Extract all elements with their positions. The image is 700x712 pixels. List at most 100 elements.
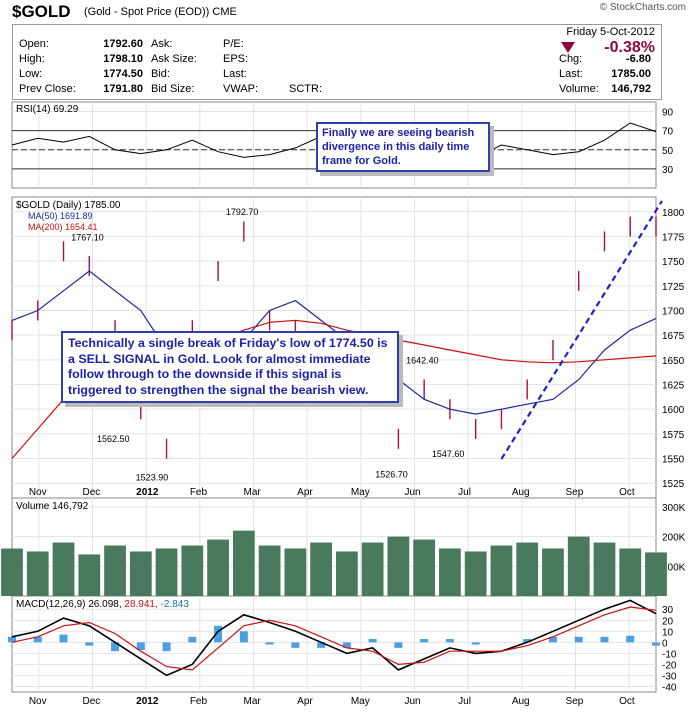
macd-histogram-bar: [471, 642, 480, 645]
price-label: 1792.70: [226, 207, 259, 217]
quote-label: Open:: [19, 38, 49, 50]
x-tick-label: 2012: [136, 487, 159, 498]
quote-label: Bid:: [151, 68, 170, 80]
volume-bar: [335, 551, 358, 596]
x-tick-label: Aug: [512, 487, 530, 498]
x-tick-label: Jun: [405, 696, 421, 707]
volume-bar: [207, 539, 229, 596]
x-tick-label: Apr: [297, 696, 313, 707]
volume-bar: [439, 548, 461, 596]
x-tick-label: May: [351, 487, 370, 498]
quote-label: Last:: [559, 68, 583, 80]
x-tick-label: Nov: [29, 487, 47, 498]
x-tick-label: Sep: [566, 487, 584, 498]
y-tick-label: 70: [662, 127, 674, 138]
volume-bar: [567, 536, 590, 596]
x-tick-label: Feb: [190, 696, 208, 707]
price-label: 1562.50: [97, 434, 130, 444]
symbol-description: (Gold - Spot Price (EOD)) CME: [84, 6, 237, 18]
volume-bar: [258, 545, 281, 596]
x-tick-label: Oct: [619, 487, 635, 498]
x-tick-label: Sep: [566, 696, 584, 707]
watermark: © StockCharts.com: [599, 2, 686, 13]
quote-label: High:: [19, 53, 45, 65]
volume-bar: [387, 536, 410, 596]
macd-histogram-bar: [291, 642, 300, 648]
price-label: 1642.40: [406, 355, 439, 365]
quote-value: 1798.10: [103, 53, 143, 65]
macd-histogram-bar: [239, 631, 248, 643]
x-tick-label: Oct: [619, 696, 635, 707]
rsi-legend: RSI(14) 69.29: [16, 104, 79, 115]
y-tick-label: 1800: [662, 208, 685, 219]
macd-histogram-bar: [59, 634, 68, 643]
volume-bar: [490, 545, 513, 596]
volume-bar: [361, 542, 384, 596]
volume-bar: [78, 554, 101, 596]
macd-histogram-bar: [342, 642, 351, 648]
y-tick-label: 1725: [662, 282, 685, 293]
quote-label: Prev Close:: [19, 83, 76, 95]
symbol-title: $GOLD: [12, 2, 71, 21]
macd-histogram-bar: [265, 642, 274, 645]
macd-histogram-bar: [420, 639, 429, 643]
macd-histogram-bar: [600, 636, 609, 643]
y-tick-label: 50: [662, 146, 674, 157]
macd-histogram-bar: [548, 636, 557, 643]
volume-bar: [645, 552, 667, 596]
quote-table: Open: 1792.60 High: 1798.10 Low: 1774.50…: [12, 24, 662, 100]
y-tick-label: 20: [662, 616, 674, 627]
quote-label: Bid Size:: [151, 83, 195, 95]
exchange-text: CME: [212, 6, 237, 18]
macd-histogram-bar: [574, 636, 583, 643]
price-label: 1767.10: [71, 232, 104, 242]
y-tick-label: -30: [662, 671, 677, 682]
x-tick-label: Apr: [297, 487, 313, 498]
quote-value: 1774.50: [103, 68, 143, 80]
volume-bar: [104, 545, 126, 596]
ma50-line: [11, 270, 657, 415]
volume-bar: [155, 548, 178, 596]
y-tick-label: 1550: [662, 455, 685, 466]
macd-histogram-bar: [394, 642, 403, 648]
y-tick-label: 0: [662, 638, 668, 649]
volume-bar: [310, 542, 333, 596]
y-tick-label: -10: [662, 649, 677, 660]
y-tick-label: 100K: [662, 562, 686, 573]
y-tick-label: 300K: [662, 503, 686, 514]
x-tick-label: Feb: [190, 487, 208, 498]
volume-bar: [619, 548, 642, 596]
quote-label: Ask:: [151, 38, 173, 50]
y-tick-label: 200K: [662, 533, 686, 544]
ma200-legend: MA(200) 1654.41: [28, 222, 98, 232]
x-tick-label: Mar: [244, 487, 262, 498]
price-annotation: Technically a single break of Friday's l…: [61, 331, 399, 403]
macd-histogram-bar: [626, 635, 635, 643]
macd-line: [11, 599, 657, 677]
x-tick-label: Nov: [29, 696, 47, 707]
volume-bar: [129, 551, 152, 596]
macd-histogram-bar: [162, 642, 171, 652]
volume-bar: [284, 548, 307, 596]
y-tick-label: 1600: [662, 405, 685, 416]
quote-label: Chg:: [559, 53, 583, 65]
down-arrow-icon: [561, 42, 575, 53]
quote-value: 1792.60: [103, 38, 143, 50]
x-tick-label: Aug: [512, 696, 530, 707]
price-label: 1523.90: [136, 472, 169, 482]
volume-bar: [516, 542, 539, 596]
macd-histogram-bar: [136, 642, 145, 651]
volume-bar: [542, 548, 564, 596]
y-tick-label: 10: [662, 627, 674, 638]
description-text: (Gold - Spot Price (EOD)): [84, 6, 210, 18]
y-tick-label: 1675: [662, 331, 685, 342]
y-tick-label: 30: [662, 165, 674, 176]
quote-label: Ask Size:: [151, 53, 197, 65]
macd-histogram-bar: [214, 625, 223, 643]
macd-histogram-bar: [33, 636, 42, 643]
x-tick-label: May: [351, 696, 370, 707]
x-tick-label: Jun: [405, 487, 421, 498]
macd-histogram-bar: [523, 639, 532, 643]
quote-label: Volume:: [559, 83, 599, 95]
change-percent: -0.38%: [604, 39, 655, 56]
